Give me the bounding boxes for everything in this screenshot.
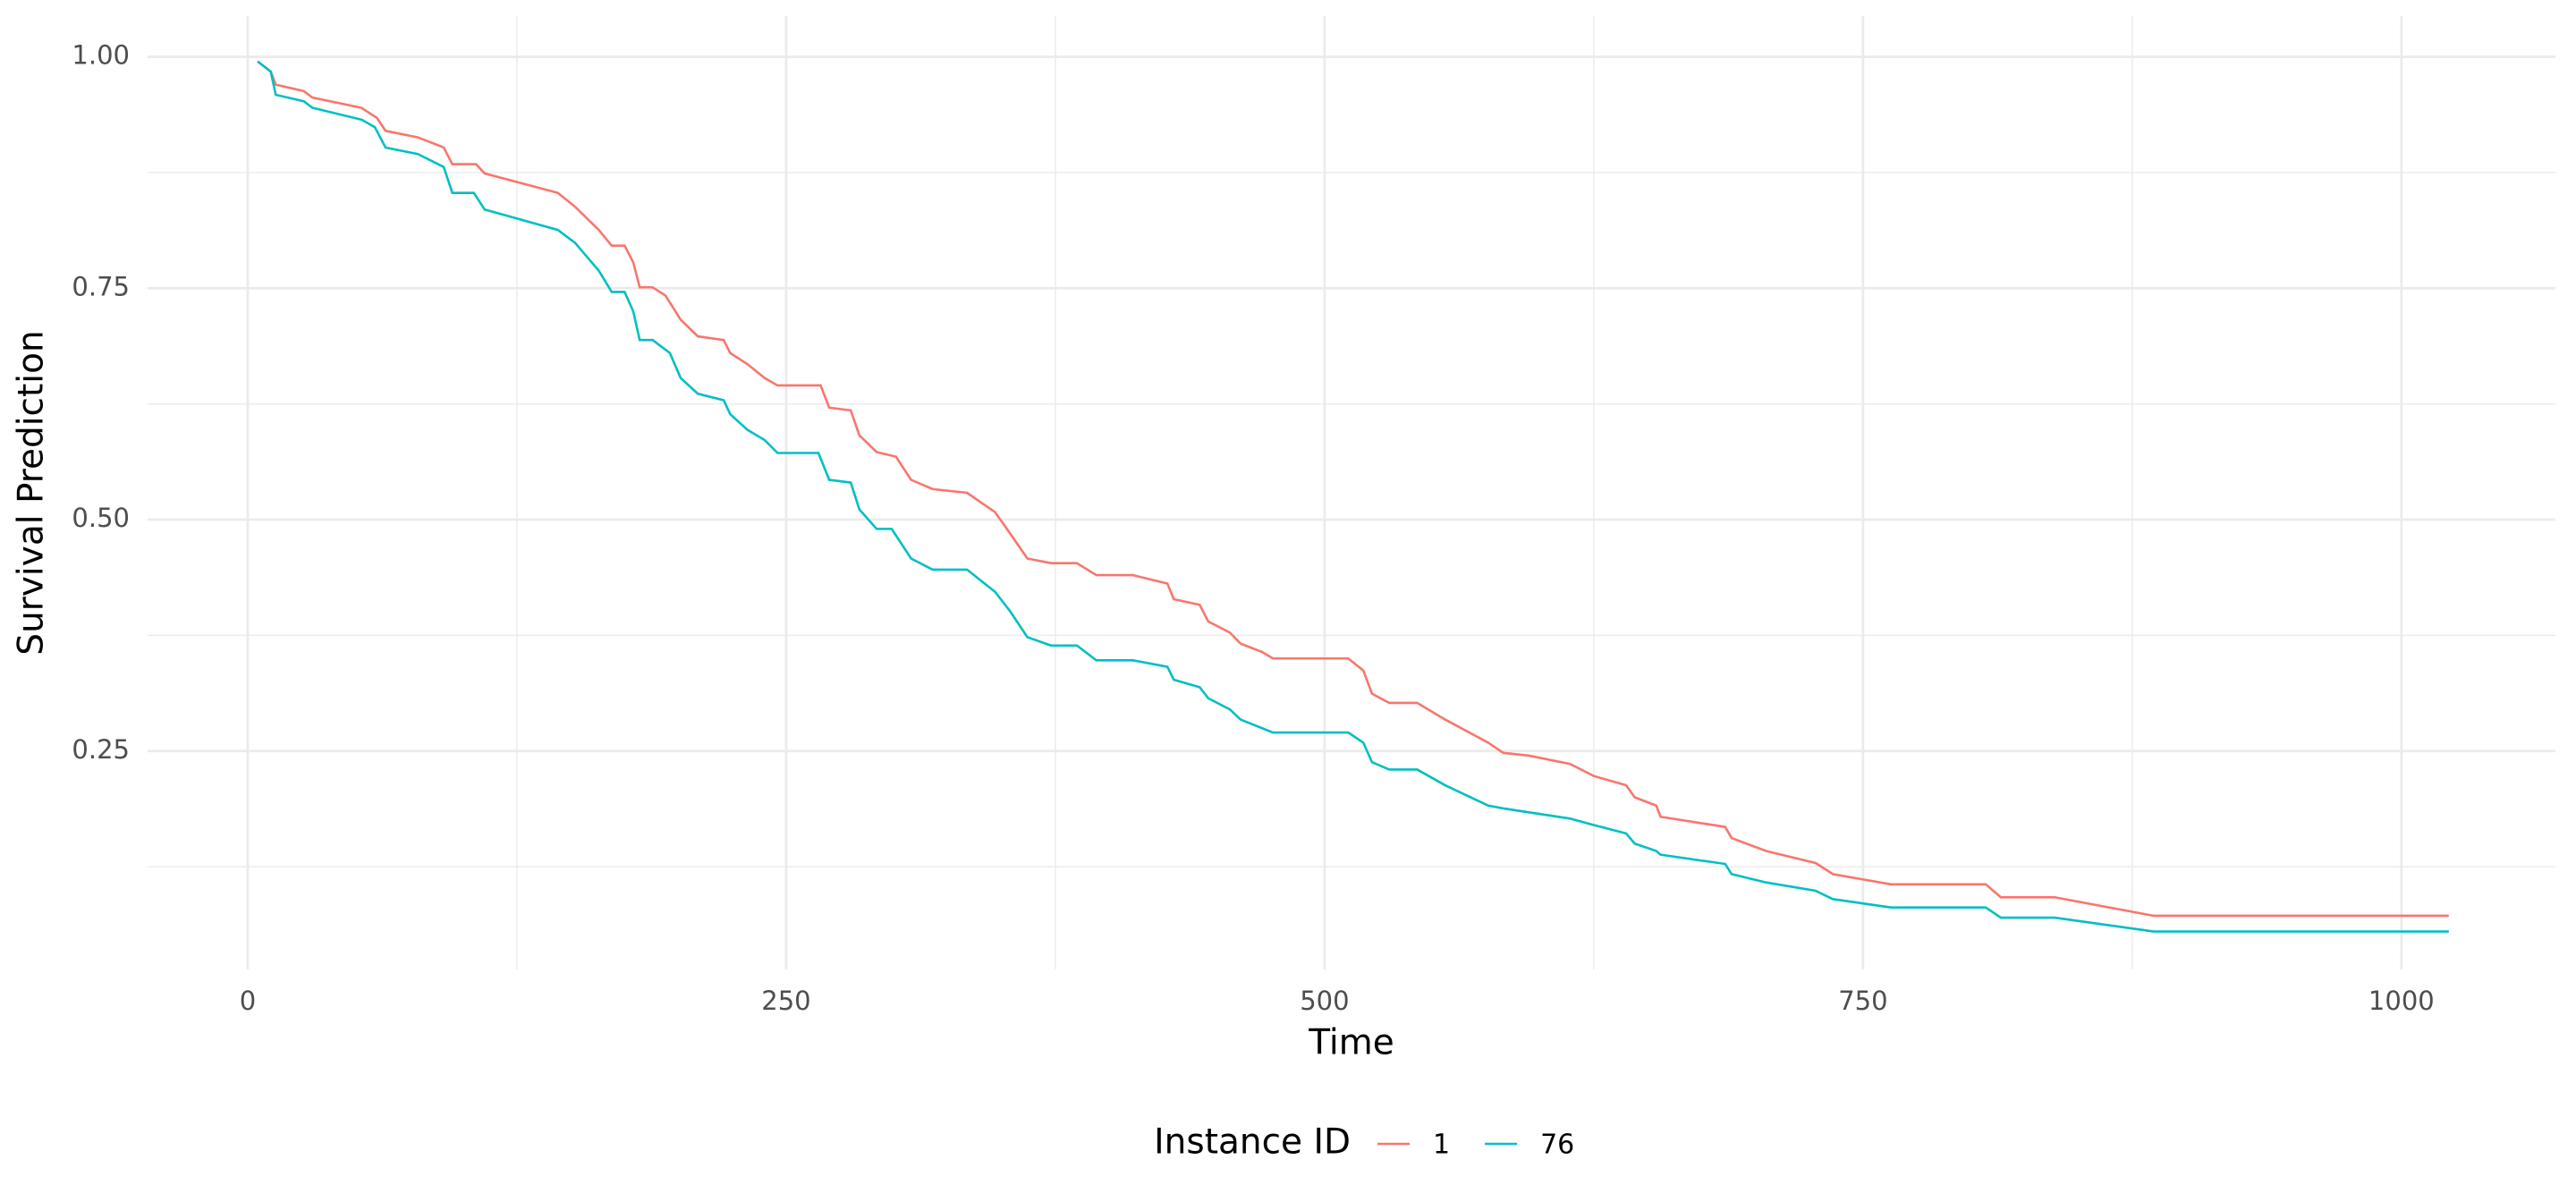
legend: 1 76 (1377, 1130, 1574, 1161)
x-tick-label: 250 (761, 986, 810, 1016)
y-tick-label: 0.50 (72, 503, 130, 533)
legend-label: 1 (1433, 1130, 1450, 1161)
x-tick-label: 1000 (2368, 986, 2435, 1016)
x-axis-title: Time (1308, 1023, 1394, 1063)
plot-layer: 0 250 500 750 1000 0.25 0.50 0.75 1.00 1 76 (72, 16, 2555, 1161)
legend-label: 76 (1540, 1130, 1574, 1161)
x-tick-label: 500 (1300, 986, 1349, 1016)
x-tick-label: 0 (240, 986, 256, 1016)
series-line (257, 60, 2449, 918)
series-line (257, 60, 2449, 933)
y-axis-title: Survival Prediction (12, 330, 52, 655)
legend-title: Instance ID (1154, 1122, 1351, 1163)
y-tick-label: 0.25 (72, 734, 130, 765)
y-tick-label: 0.75 (72, 271, 130, 301)
x-tick-label: 750 (1838, 986, 1887, 1016)
y-tick-label: 1.00 (72, 40, 130, 71)
